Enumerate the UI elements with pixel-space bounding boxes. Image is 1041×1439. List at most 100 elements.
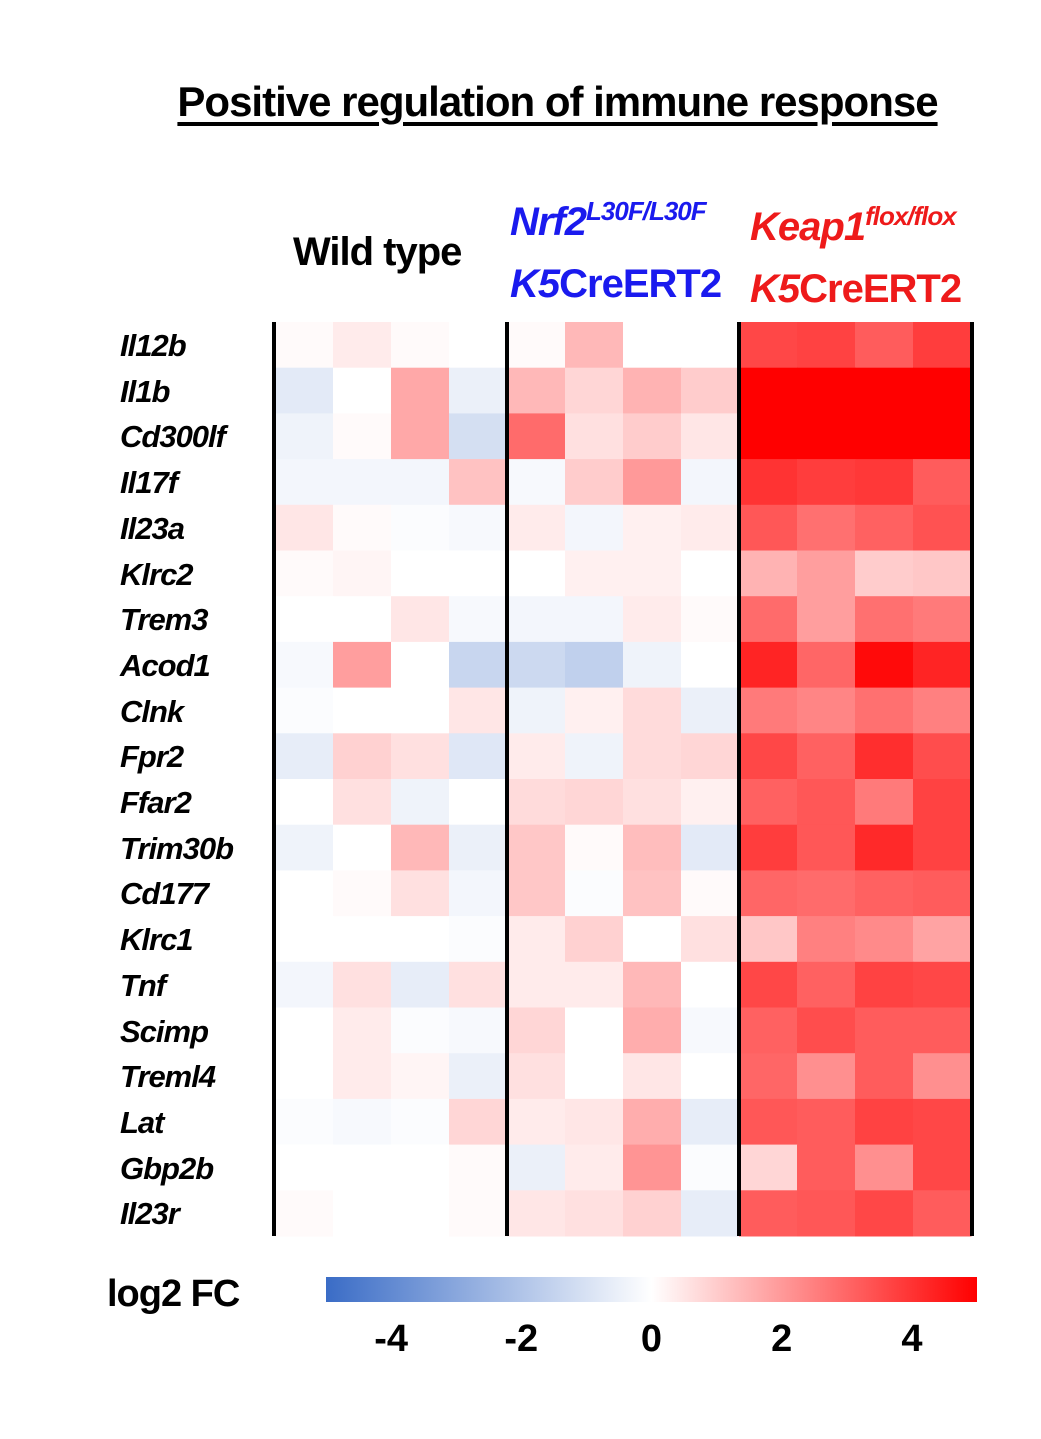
group-label-keap1: Keap1flox/flox [750,201,957,250]
heatmap-cell [855,459,914,506]
group-label-keap1-cre: K5CreERT2 [750,267,962,312]
heatmap-cell [391,550,450,597]
heatmap-cell [913,367,972,414]
heatmap-cell [507,916,566,963]
group-nrf2-k5: K5 [510,262,560,306]
heatmap-cell [681,322,740,369]
heatmap-cell [913,779,972,826]
heatmap-cell [681,733,740,780]
heatmap-cell [913,322,972,369]
heatmap-cell [855,367,914,414]
heatmap-cell [333,413,392,460]
group-keap1-cre: CreERT2 [799,267,962,311]
heatmap-cell [681,459,740,506]
gene-label: Clnk [120,693,184,729]
gene-label: Scimp [120,1013,209,1049]
heatmap-cell [507,1007,566,1054]
gene-label: Il17f [120,465,178,501]
heatmap-cell [507,733,566,780]
heatmap-cell [681,367,740,414]
group-keap1-allele: flox/flox [865,201,957,231]
heatmap-cell [565,824,624,871]
heatmap-cell [507,459,566,506]
heatmap-cell [855,961,914,1008]
heatmap-cell [275,870,334,917]
heatmap-cell [739,641,798,689]
heatmap-cell [275,367,334,414]
gene-label: Trem3 [120,602,208,638]
heatmap-cell [565,504,624,551]
chart-title: Positive regulation of immune response [177,78,938,125]
heatmap-cell [565,413,624,460]
heatmap-cell [797,1098,856,1146]
heatmap-cell [739,1053,798,1100]
group-label-nrf2: Nrf2L30F/L30F [510,196,707,245]
heatmap-cell [623,870,682,917]
gene-label: Tnf [120,967,166,1003]
heatmap-cell [739,504,798,551]
heatmap-cell [449,687,508,734]
heatmap-cell [681,916,740,963]
heatmap-cell [391,779,450,826]
heatmap-cell [681,824,740,871]
heatmap-cell [507,550,566,597]
heatmap-cell [913,1007,972,1054]
heatmap-cell [507,504,566,551]
heatmap-cell [797,459,856,506]
gene-label: Il1b [120,373,170,409]
heatmap-cell [913,733,972,780]
colorbar-tick-label: 2 [771,1318,793,1360]
heatmap-cell [275,1098,334,1146]
heatmap-cell [681,1053,740,1100]
heatmap-cell [797,413,856,460]
heatmap-cell [623,596,682,643]
group-label-wild-type: Wild type [293,230,462,275]
heatmap-cell [449,322,508,369]
gene-label: Il23a [120,510,185,546]
heatmap-cell [623,779,682,826]
heatmap-cell [855,1007,914,1054]
heatmap-cell [275,687,334,734]
heatmap-cell [333,322,392,369]
heatmap-cell [855,1098,914,1146]
heatmap-cell [797,870,856,917]
heatmap-cell [739,459,798,506]
heatmap-cell [623,1053,682,1100]
heatmap-cell [623,459,682,506]
heatmap-cell [449,1007,508,1054]
heatmap-cell [797,733,856,780]
heatmap-cell [681,1098,740,1146]
heatmap-cell [449,1098,508,1146]
heatmap-cell [507,824,566,871]
heatmap-cell [739,1007,798,1054]
heatmap-cell [391,596,450,643]
heatmap-cell [391,824,450,871]
heatmap-cell [391,459,450,506]
gene-label: Cd300lf [120,419,226,455]
heatmap-cell [275,596,334,643]
heatmap-cell [333,504,392,551]
heatmap-cell [333,824,392,871]
heatmap-cell [565,1098,624,1146]
heatmap-cell [391,322,450,369]
heatmap-cell [913,1053,972,1100]
heatmap-cell [797,367,856,414]
heatmap-cell [333,733,392,780]
heatmap-cell [739,596,798,643]
heatmap-cell [449,824,508,871]
heatmap-cell [565,596,624,643]
heatmap-cell [739,413,798,460]
heatmap-cell [797,322,856,369]
heatmap-cell [739,1190,798,1237]
heatmap-cell [855,550,914,597]
heatmap-cell [391,916,450,963]
gene-label: Klrc1 [120,922,194,958]
heatmap-cell [275,1053,334,1100]
heatmap-cell [739,550,798,597]
group-wt-label: Wild type [293,230,462,274]
heatmap-cell [565,961,624,1008]
heatmap-cell [913,1098,972,1146]
heatmap-cell [449,459,508,506]
heatmap-cell [565,687,624,734]
